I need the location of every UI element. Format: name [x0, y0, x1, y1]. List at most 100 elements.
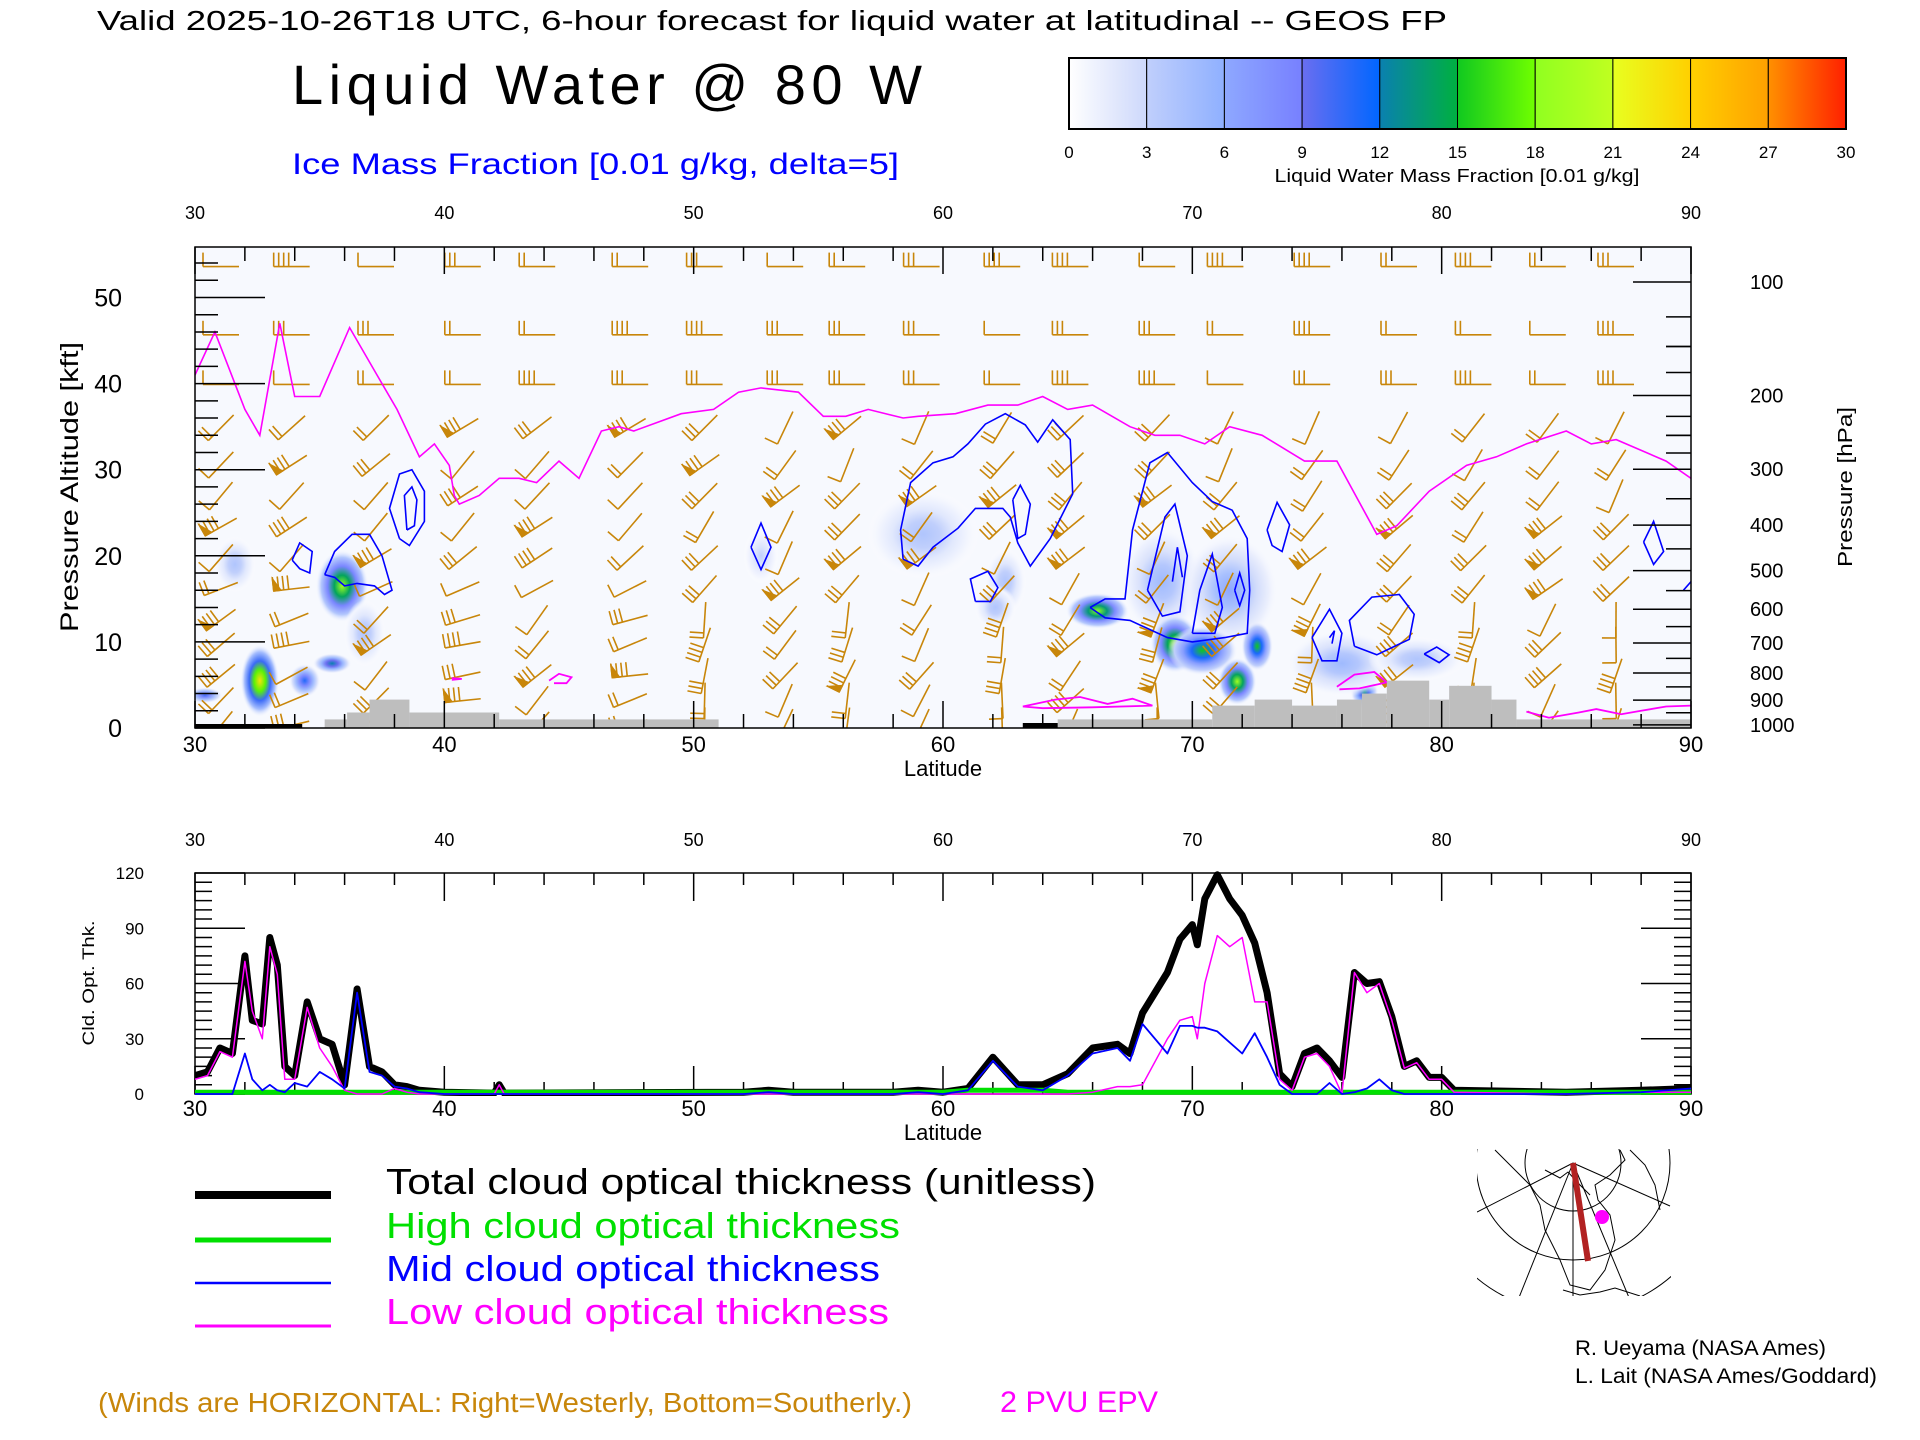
wind-barb-feather: [1386, 635, 1398, 648]
optical-thickness-tick-label: 30: [125, 1030, 144, 1049]
wind-barb: [518, 320, 556, 336]
legend-label-mid: Mid cloud optical thickness: [386, 1248, 880, 1289]
ice-contour: [403, 485, 418, 531]
wind-barb-feather: [1289, 470, 1303, 481]
wind-barb: [901, 410, 930, 446]
wind-barb-feather: [615, 419, 625, 433]
wind-barb-feather: [610, 463, 622, 475]
wind-barb-staff: [834, 574, 860, 604]
wind-barb: [983, 370, 1021, 386]
wind-barb: [1051, 252, 1089, 268]
wind-barb: [197, 632, 236, 658]
top-lat-tick-label: 80: [1432, 830, 1452, 850]
wind-barb-feather: [1204, 437, 1218, 445]
wind-barb-feather: [1528, 497, 1541, 507]
wind-barb-feather: [1600, 729, 1613, 733]
wind-barb-feather: [1137, 589, 1150, 600]
wind-barb: [353, 481, 389, 511]
wind-barb-feather: [513, 427, 524, 440]
wind-barb-staff: [206, 632, 236, 658]
wind-barb: [1376, 604, 1410, 636]
wind-barb-feather: [619, 662, 624, 677]
bottom-lat-tick-label: 30: [183, 1096, 207, 1121]
ice-contour: [1171, 547, 1184, 582]
wind-barb-pennant: [761, 495, 778, 508]
wind-barb-feather: [452, 687, 456, 702]
wind-barb-staff: [1389, 411, 1409, 445]
wind-barb-feather: [1051, 623, 1065, 632]
wind-barb-feather: [1058, 691, 1069, 704]
wind-barb-feather: [1050, 425, 1062, 438]
wind-barb: [439, 546, 478, 570]
wind-barb-feather: [205, 638, 216, 651]
legend-label-low: Low cloud optical thickness: [386, 1291, 889, 1332]
wind-barb-staff: [844, 682, 851, 719]
wind-barb: [1048, 660, 1082, 692]
wind-barb-feather: [205, 612, 216, 626]
wind-barb-feather: [831, 635, 846, 639]
wind-barb-staff: [521, 547, 553, 569]
wind-barb: [687, 657, 709, 695]
liquid-water-cell: [974, 585, 1017, 630]
wind-barb: [824, 513, 861, 541]
wind-barb: [1597, 320, 1634, 336]
wind-barb-staff: [525, 630, 550, 660]
wind-barb-staff: [776, 510, 794, 544]
wind-barb-feather: [607, 467, 619, 479]
ice-contour: [1012, 483, 1032, 540]
wind-barb-feather: [198, 582, 205, 596]
wind-barb-feather: [268, 499, 281, 510]
wind-barb-feather: [688, 423, 700, 435]
wind-barb-staff: [359, 580, 393, 598]
wind-barb-feather: [1383, 520, 1394, 533]
wind-barb-feather: [440, 611, 447, 626]
wind-barb: [611, 370, 649, 386]
wind-barb-feather: [201, 672, 212, 685]
main-xlabel: Latitude: [904, 756, 982, 781]
wind-barb: [1597, 252, 1634, 268]
liquid-water-cell: [743, 527, 779, 584]
topography-step: [1516, 719, 1691, 728]
wind-barb-staff: [698, 627, 712, 663]
wind-barb: [202, 370, 239, 386]
wind-barb-feather: [986, 622, 1000, 629]
wind-barb-feather: [451, 485, 461, 499]
wind-barb-feather: [688, 552, 700, 565]
wind-barb-feather: [690, 642, 704, 649]
wind-barb: [827, 447, 855, 483]
wind-barb-feather: [612, 636, 619, 651]
wind-barb: [1206, 320, 1244, 336]
wind-barb-feather: [1050, 736, 1063, 742]
wind-barb-feather: [1458, 642, 1473, 649]
wind-barb: [514, 482, 551, 510]
altitude-tick-label: 20: [94, 543, 122, 571]
wind-barb-feather: [1597, 738, 1610, 742]
wind-barb: [1138, 627, 1163, 663]
wind-barb-feather: [606, 559, 618, 571]
wind-barb-feather: [1136, 567, 1151, 576]
wind-barb-staff: [783, 708, 794, 728]
wind-barb-feather: [517, 645, 530, 656]
wind-barb: [901, 627, 930, 663]
wind-barb: [611, 320, 649, 336]
top-lat-tick-label: 30: [185, 830, 205, 850]
wind-barb-feather: [765, 646, 778, 656]
wind-barb-feather: [1596, 587, 1608, 599]
wind-barb: [980, 411, 1013, 444]
wind-barb-staff: [522, 416, 552, 440]
bottom-ylabel: Cld. Opt. Thk.: [79, 921, 98, 1046]
wind-barb-feather: [827, 525, 839, 537]
mid-cloud-line: [195, 991, 1691, 1095]
wind-barb: [1051, 370, 1089, 386]
wind-barb: [268, 482, 305, 510]
colorbar-segment: [1534, 57, 1614, 130]
wind-barb-feather: [1457, 553, 1469, 565]
wind-barb: [761, 484, 801, 508]
wind-barb-feather: [762, 678, 774, 690]
wind-barb-staff: [1534, 631, 1562, 658]
colorbar-segment: [1690, 57, 1769, 130]
wind-barb-feather: [1140, 423, 1153, 435]
wind-barb-staff: [913, 410, 930, 445]
wind-barb-staff: [914, 627, 930, 662]
topography-step: [499, 719, 719, 728]
